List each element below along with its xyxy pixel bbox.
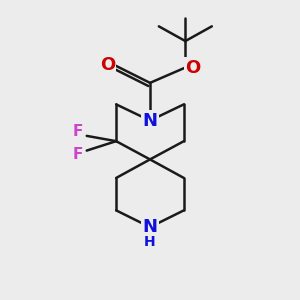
Text: H: H [144,236,156,250]
Text: O: O [100,56,115,74]
Text: F: F [73,124,83,139]
Text: F: F [73,147,83,162]
Text: O: O [185,58,200,76]
Text: N: N [142,112,158,130]
Text: N: N [142,218,158,236]
